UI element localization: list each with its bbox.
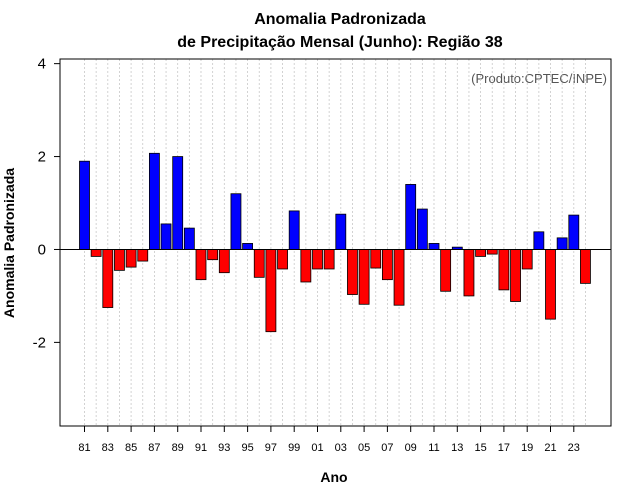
x-tick-label: 19	[521, 442, 533, 454]
bar-1986	[137, 249, 149, 262]
x-tick-label: 97	[265, 442, 277, 454]
bar-2008	[393, 249, 405, 306]
bar-1992	[207, 249, 219, 261]
bar-2007	[381, 249, 393, 281]
bar-1991	[195, 249, 207, 281]
bar-2000	[300, 249, 312, 283]
chart-title-line2: de Precipitação Mensal (Junho): Região 3…	[177, 34, 503, 51]
bar-1985	[125, 249, 137, 268]
bar-2017	[498, 249, 510, 291]
x-tick-label: 03	[335, 442, 347, 454]
bar-1983	[102, 249, 114, 308]
bar-2002	[323, 249, 335, 270]
x-tick-label: 81	[78, 442, 90, 454]
bar-2009	[405, 184, 417, 250]
bar-2005	[358, 249, 370, 305]
y-axis-title: Anomalia Padronizada	[1, 168, 17, 318]
bar-2001	[312, 249, 323, 270]
bar-1998	[277, 249, 288, 270]
x-axis: 81 83 85 87 89 91 93 95 97 99 01 03 05 07 09 11 13 15 17 19…	[78, 426, 580, 454]
bar-1999	[288, 210, 300, 250]
bar-1984	[114, 249, 125, 271]
y-tick-label: 0	[38, 241, 46, 258]
bar-2024	[580, 249, 591, 284]
y-tick-label: 4	[38, 56, 46, 73]
x-tick-label: 17	[498, 442, 510, 454]
x-tick-label: 87	[148, 442, 160, 454]
bar-2016	[486, 249, 498, 255]
x-tick-label: 91	[195, 442, 207, 454]
grid-lines	[84, 59, 586, 426]
x-tick-label: 09	[405, 442, 417, 454]
bar-1988	[160, 223, 172, 250]
bar-2019	[521, 249, 533, 270]
bar-2014	[463, 249, 475, 297]
x-tick-label: 11	[428, 442, 439, 454]
bar-2012	[440, 249, 452, 292]
bar-1987	[148, 152, 160, 250]
x-tick-label: 89	[172, 442, 184, 454]
bar-2021	[545, 249, 556, 320]
bar-series	[79, 152, 591, 333]
x-tick-label: 13	[451, 442, 463, 454]
bar-1996	[253, 249, 265, 278]
bar-2020	[533, 231, 545, 250]
x-tick-label: 05	[358, 442, 370, 454]
x-tick-label: 99	[288, 442, 300, 454]
bar-2018	[510, 249, 521, 302]
bar-2015	[475, 249, 487, 257]
x-tick-label: 23	[568, 442, 580, 454]
plot-frame	[59, 58, 612, 427]
x-tick-label: 01	[311, 442, 323, 454]
credit-label: (Produto:CPTEC/INPE)	[471, 71, 607, 86]
x-tick-label: 07	[381, 442, 393, 454]
bar-1997	[265, 249, 277, 333]
bar-1994	[230, 193, 242, 250]
bar-1995	[242, 243, 254, 250]
bar-1989	[172, 156, 184, 250]
bar-2010	[416, 208, 428, 250]
bar-2004	[347, 249, 358, 295]
bar-2003	[335, 213, 347, 250]
x-axis-title: Ano	[320, 469, 347, 485]
y-tick-label: 2	[38, 149, 46, 166]
bar-2011	[428, 243, 440, 250]
x-tick-label: 85	[125, 442, 137, 454]
x-tick-label: 93	[218, 442, 230, 454]
bar-2022	[556, 237, 568, 250]
x-tick-label: 95	[241, 442, 253, 454]
bar-1981	[79, 160, 90, 250]
y-axis: -2 0 2 4	[33, 56, 60, 351]
chart-title-line1: Anomalia Padronizada	[254, 11, 426, 28]
x-tick-label: 15	[474, 442, 486, 454]
x-tick-label: 21	[544, 442, 556, 454]
bar-2023	[568, 214, 580, 250]
bar-1993	[218, 249, 230, 274]
bar-1982	[90, 249, 102, 257]
y-tick-label: -2	[33, 334, 46, 351]
x-tick-label: 83	[102, 442, 114, 454]
bar-2006	[370, 249, 382, 269]
bar-1990	[183, 227, 195, 250]
